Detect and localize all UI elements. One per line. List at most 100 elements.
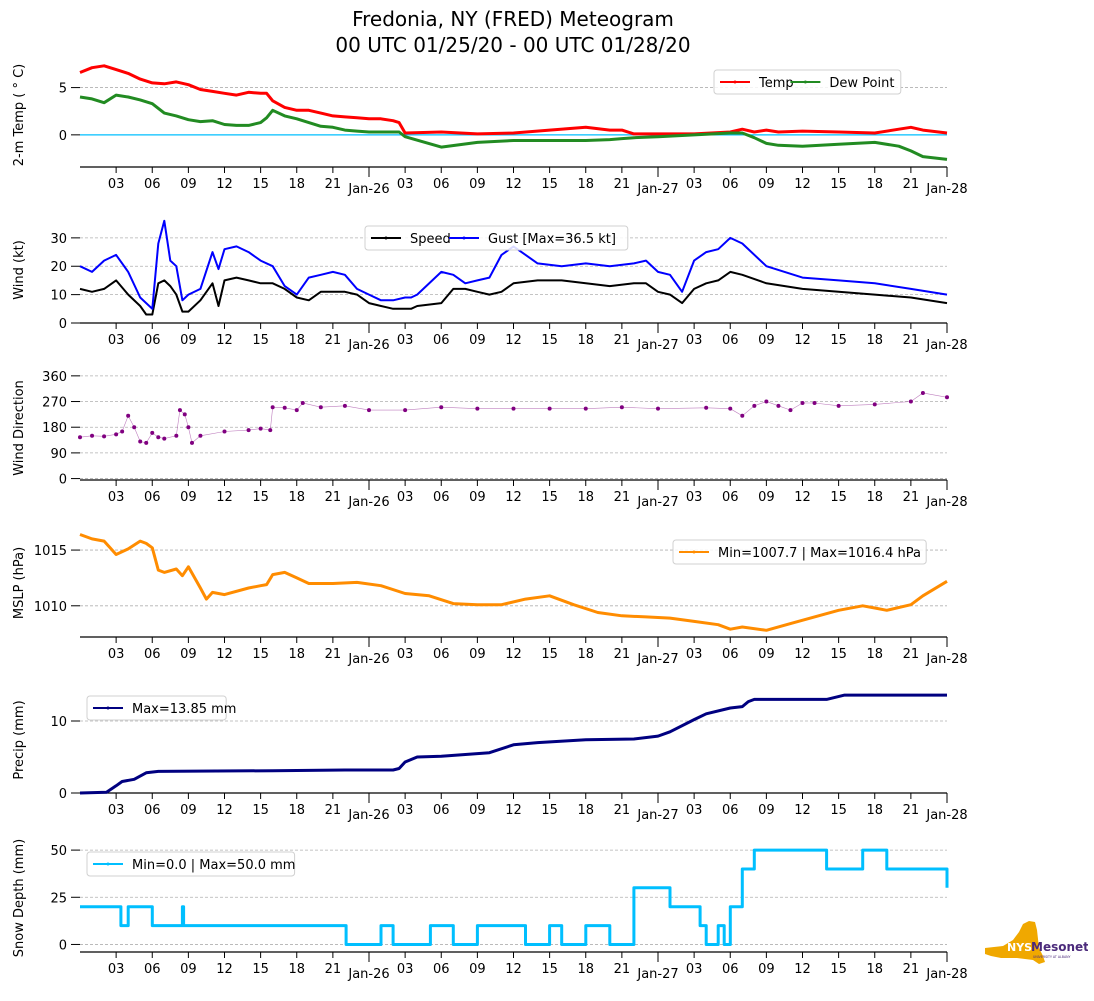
nys-mesonet-logo: NYS Mesonet UNIVERSITY AT ALBANY [985, 921, 1088, 964]
x-tick-label: 21 [325, 490, 342, 505]
x-tick-label: 15 [830, 333, 847, 348]
x-tick-label: 03 [397, 490, 414, 505]
series-line-min [80, 848, 949, 946]
x-tick-label: 15 [252, 647, 269, 662]
x-tick-label: 18 [866, 803, 883, 818]
x-tick-label: Jan-26 [347, 182, 389, 197]
x-tick-label: Jan-27 [636, 495, 678, 510]
x-tick-label: 12 [794, 490, 811, 505]
x-tick-label: Jan-26 [347, 495, 389, 510]
legend-label: Dew Point [829, 76, 894, 91]
series-line-speed [79, 270, 948, 316]
legend: Min=0.0 | Max=50.0 mm [86, 851, 295, 877]
x-tick-label: 12 [505, 962, 522, 977]
x-tick-label: 21 [614, 333, 631, 348]
x-tick-label: 18 [866, 962, 883, 977]
x-tick-label: 06 [144, 177, 161, 192]
x-tick-label: 06 [722, 177, 739, 192]
y-tick-label: 0 [59, 938, 67, 953]
legend-marker [462, 236, 466, 240]
chart-title-line1: Fredonia, NY (FRED) Meteogram [352, 7, 674, 31]
x-tick-label: Jan-28 [925, 808, 967, 823]
y-tick-label: 5 [59, 82, 67, 97]
y-tick-label: 1010 [34, 600, 67, 615]
x-tick-label: 09 [758, 333, 775, 348]
panel-mslp: 1010 1015 MSLP (hPa) 03 06 09 12 15 18 21 Jan-26 03… [12, 533, 968, 667]
x-tick-label: 18 [866, 647, 883, 662]
x-tick-label: 03 [108, 962, 125, 977]
x-tick-label: 21 [614, 962, 631, 977]
x-tick-label: 09 [180, 647, 197, 662]
x-tick-label: 21 [903, 647, 920, 662]
x-tick-label: 21 [903, 962, 920, 977]
x-tick-label: 12 [505, 490, 522, 505]
x-tick-label: 18 [288, 333, 305, 348]
x-tick-label: 12 [794, 647, 811, 662]
legend: Temp Dew Point [713, 69, 902, 95]
x-tick-label: 21 [614, 490, 631, 505]
logo-brand-text: Mesonet [1031, 940, 1088, 954]
x-tick-label: 06 [433, 647, 450, 662]
x-tick-label: Jan-26 [347, 808, 389, 823]
x-tick-label: 12 [216, 490, 233, 505]
x-tick-label: 09 [469, 647, 486, 662]
x-tick-label: 03 [686, 333, 703, 348]
x-tick-label: 06 [144, 803, 161, 818]
y-tick-label: 180 [42, 421, 67, 436]
x-tick-label: 15 [541, 490, 558, 505]
x-tick-label: 09 [180, 803, 197, 818]
x-tick-label: 21 [903, 177, 920, 192]
x-tick-label: 06 [722, 803, 739, 818]
panel-wind: 0 10 20 30 Wind (kt) 03 06 09 12 15 18 21 Jan-26 03 06… [12, 219, 968, 353]
x-tick-label: 15 [252, 333, 269, 348]
x-tick-label: 03 [397, 803, 414, 818]
y-tick-label: 270 [42, 396, 67, 411]
x-tick-label: 15 [252, 490, 269, 505]
x-tick-label: 09 [180, 333, 197, 348]
x-tick-label: Jan-28 [925, 338, 967, 353]
x-tick-label: 09 [469, 333, 486, 348]
panel-snow: 0 25 50 Snow Depth (mm) 03 06 09 12 15 18 21 Jan-26… [12, 839, 968, 982]
x-tick-label: Jan-28 [925, 495, 967, 510]
x-tick-label: 15 [830, 803, 847, 818]
x-tick-label: 12 [216, 803, 233, 818]
legend-marker [106, 706, 110, 710]
x-tick-label: 09 [469, 177, 486, 192]
x-tick-label: 15 [252, 962, 269, 977]
x-tick-label: 12 [794, 333, 811, 348]
y-tick-label: 0 [59, 129, 67, 144]
x-tick-label: 18 [288, 962, 305, 977]
y-axis-label: MSLP (hPa) [12, 547, 27, 619]
x-tick-label: 03 [108, 177, 125, 192]
x-tick-label: 12 [794, 177, 811, 192]
x-tick-label: 21 [325, 962, 342, 977]
logo-nys-text: NYS [1007, 941, 1032, 954]
x-tick-label: 18 [577, 490, 594, 505]
legend-marker [106, 862, 110, 866]
legend: Min=1007.7 | Max=1016.4 hPa [672, 539, 927, 565]
x-tick-label: 12 [505, 803, 522, 818]
x-tick-label: 21 [903, 490, 920, 505]
x-tick-label: 21 [325, 647, 342, 662]
x-tick-label: 09 [758, 177, 775, 192]
x-tick-label: 06 [722, 333, 739, 348]
y-tick-label: 360 [42, 370, 67, 385]
y-tick-label: 1015 [34, 544, 67, 559]
series-line-dew [79, 93, 948, 161]
y-axis-label: 2-m Temp ( ° C) [12, 64, 27, 167]
y-tick-label: 90 [50, 447, 67, 462]
y-axis-label: Wind (kt) [12, 240, 27, 300]
x-tick-label: 03 [108, 333, 125, 348]
x-tick-label: 12 [505, 177, 522, 192]
x-tick-label: 15 [541, 333, 558, 348]
legend-box [364, 225, 629, 251]
x-tick-label: Jan-27 [636, 808, 678, 823]
x-tick-label: 09 [180, 962, 197, 977]
x-tick-label: 15 [830, 962, 847, 977]
x-tick-label: 03 [108, 490, 125, 505]
x-tick-label: 12 [794, 803, 811, 818]
legend: Max=13.85 mm [86, 695, 236, 721]
x-tick-label: 12 [505, 647, 522, 662]
legend-box [86, 695, 227, 721]
x-tick-label: Jan-27 [636, 967, 678, 982]
